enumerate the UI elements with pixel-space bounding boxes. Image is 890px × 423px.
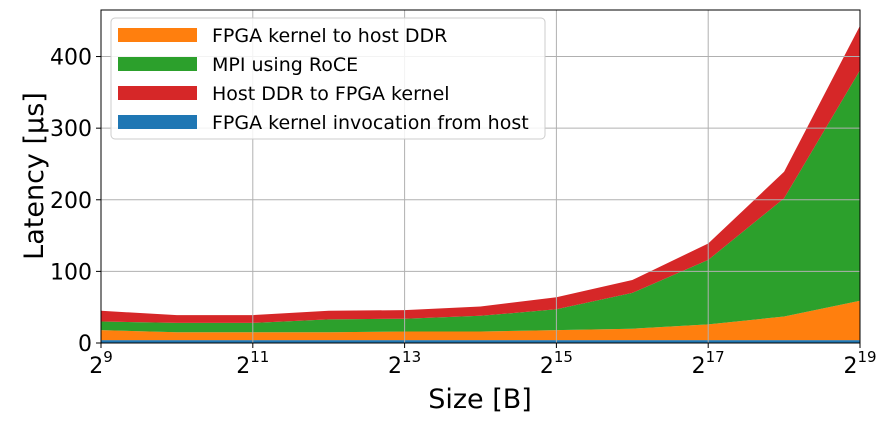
x-tick-label: 215 bbox=[540, 348, 573, 379]
area-series-0 bbox=[101, 340, 860, 343]
legend: FPGA kernel to host DDR MPI using RoCE Hos… bbox=[110, 17, 546, 140]
legend-label: MPI using RoCE bbox=[212, 54, 358, 76]
x-tick-label: 213 bbox=[388, 348, 421, 379]
x-tick-label: 217 bbox=[692, 348, 725, 379]
area-series-2 bbox=[101, 70, 860, 333]
y-axis-ticks: 0 100 200 300 400 bbox=[50, 46, 101, 357]
x-tick-label: 29 bbox=[89, 348, 113, 379]
legend-label: FPGA kernel to host DDR bbox=[212, 25, 447, 47]
x-axis-ticks: 29 211 213 215 217 219 bbox=[89, 343, 877, 379]
plot-frame bbox=[100, 9, 861, 344]
area-series-1 bbox=[101, 300, 860, 341]
legend-swatch bbox=[118, 86, 197, 100]
axes-frame bbox=[100, 9, 861, 344]
legend-box bbox=[110, 17, 546, 140]
legend-swatch bbox=[118, 115, 197, 129]
legend-swatch bbox=[118, 57, 197, 71]
legend-label: Host DDR to FPGA kernel bbox=[212, 83, 450, 105]
y-tick-label: 400 bbox=[50, 46, 92, 71]
x-axis-label: Size [B] bbox=[428, 384, 532, 415]
legend-label: FPGA kernel invocation from host bbox=[212, 112, 529, 134]
y-tick-label: 0 bbox=[78, 332, 92, 357]
y-tick-label: 300 bbox=[50, 117, 92, 142]
y-tick-label: 100 bbox=[50, 260, 92, 285]
y-tick-label: 200 bbox=[50, 189, 92, 214]
x-tick-label: 219 bbox=[843, 348, 876, 379]
areas-layer bbox=[101, 25, 860, 343]
y-axis-label: Latency [µs] bbox=[19, 92, 50, 260]
x-tick-label: 211 bbox=[236, 348, 269, 379]
legend-swatch bbox=[118, 28, 197, 42]
